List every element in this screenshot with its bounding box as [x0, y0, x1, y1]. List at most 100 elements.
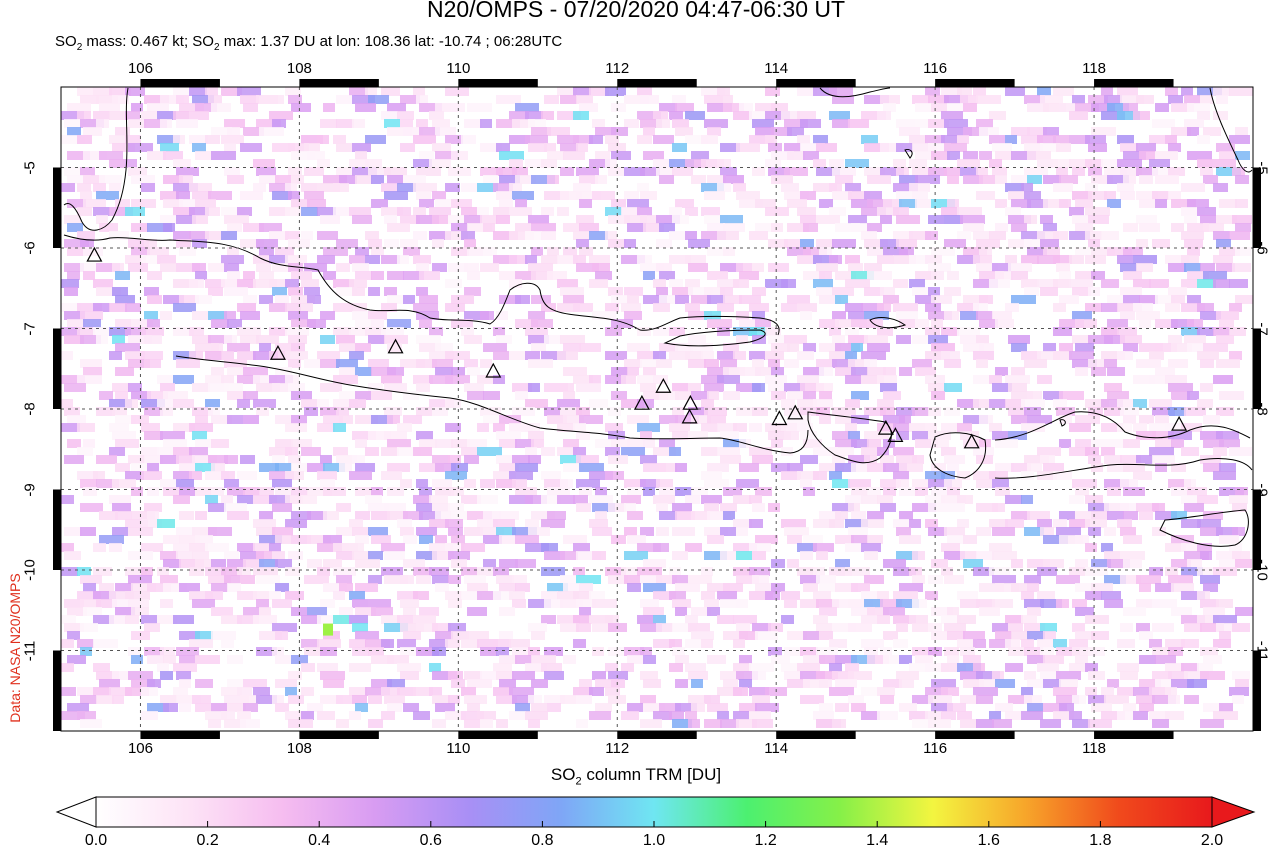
so2-pixel: [1053, 279, 1071, 288]
so2-pixel: [656, 623, 673, 632]
so2-pixel: [928, 695, 952, 704]
so2-pixel: [640, 479, 660, 488]
so2-pixel: [896, 623, 908, 632]
so2-pixel: [1136, 359, 1161, 368]
so2-pixel: [1171, 679, 1194, 688]
so2-pixel: [1005, 255, 1017, 264]
so2-pixel: [797, 111, 816, 120]
so2-pixel: [928, 143, 951, 152]
so2-pixel: [285, 711, 310, 720]
so2-pixel: [544, 647, 563, 656]
so2-pixel: [496, 191, 512, 200]
so2-pixel: [1021, 495, 1033, 504]
so2-pixel: [1024, 239, 1047, 248]
so2-pixel: [803, 487, 815, 496]
so2-pixel: [352, 287, 365, 296]
so2-pixel: [813, 711, 834, 720]
so2-pixel: [1117, 255, 1133, 264]
lat-tick-label-right: -5: [1253, 160, 1271, 175]
so2-pixel: [205, 543, 229, 552]
so2-pixel: [883, 391, 901, 400]
so2-pixel: [1037, 87, 1051, 96]
so2-pixel: [461, 567, 477, 576]
so2-pixel: [67, 439, 81, 448]
so2-pixel: [707, 319, 732, 328]
so2-pixel: [480, 143, 502, 152]
so2-pixel: [595, 679, 618, 688]
so2-pixel: [192, 143, 206, 152]
so2-pixel: [707, 415, 726, 424]
so2-pixel: [944, 287, 961, 296]
so2-pixel: [1101, 303, 1118, 312]
so2-pixel: [768, 647, 782, 656]
so2-pixel: [333, 327, 351, 336]
so2-pixel: [1216, 407, 1234, 416]
so2-pixel: [176, 119, 198, 128]
so2-pixel: [515, 439, 534, 448]
so2-pixel: [1229, 327, 1246, 336]
so2-pixel: [355, 343, 371, 352]
so2-pixel: [448, 215, 469, 224]
so2-pixel: [928, 647, 942, 656]
so2-pixel: [467, 583, 488, 592]
so2-pixel: [1011, 199, 1031, 208]
so2-pixel: [1200, 215, 1216, 224]
so2-pixel: [909, 255, 933, 264]
so2-pixel: [189, 207, 209, 216]
so2-pixel: [659, 103, 677, 112]
so2-pixel: [323, 103, 335, 112]
so2-pixel: [1101, 87, 1113, 96]
so2-pixel: [560, 455, 581, 464]
so2-pixel: [1037, 591, 1055, 600]
so2-pixel: [1069, 567, 1094, 576]
so2-pixel: [221, 231, 237, 240]
so2-pixel: [1107, 463, 1130, 472]
so2-pixel: [912, 455, 924, 464]
so2-pixel: [576, 575, 601, 584]
so2-pixel: [784, 167, 808, 176]
so2-pixel: [768, 359, 780, 368]
so2-pixel: [707, 103, 732, 112]
so2-pixel: [1235, 175, 1249, 184]
so2-pixel: [243, 391, 258, 400]
so2-pixel: [560, 575, 578, 584]
so2-pixel: [192, 455, 217, 464]
so2-pixel: [819, 463, 844, 472]
so2-pixel: [467, 511, 492, 520]
so2-pixel: [1005, 207, 1021, 216]
so2-pixel: [928, 311, 952, 320]
so2-pixel: [93, 687, 111, 696]
so2-pixel: [227, 223, 242, 232]
so2-pixel: [160, 311, 172, 320]
so2-pixel: [509, 639, 530, 648]
so2-pixel: [176, 239, 191, 248]
so2-pixel: [480, 215, 497, 224]
so2-pixel: [144, 647, 164, 656]
so2-pixel: [637, 615, 653, 624]
so2-pixel: [1027, 631, 1045, 640]
so2-pixel: [1117, 423, 1132, 432]
so2-pixel: [928, 479, 952, 488]
so2-pixel: [336, 527, 353, 536]
so2-pixel: [461, 327, 474, 336]
so2-pixel: [912, 647, 937, 656]
so2-pixel: [477, 519, 498, 528]
so2-pixel: [880, 287, 895, 296]
so2-pixel: [733, 615, 757, 624]
so2-pixel: [563, 463, 584, 472]
so2-pixel: [397, 519, 412, 528]
so2-pixel: [1037, 135, 1056, 144]
so2-pixel: [560, 383, 574, 392]
volcano-marker: [485, 362, 502, 378]
so2-pixel: [672, 575, 688, 584]
so2-pixel: [387, 343, 402, 352]
so2-pixel: [1171, 391, 1190, 400]
so2-pixel: [1123, 271, 1142, 280]
so2-pixel: [784, 335, 807, 344]
so2-pixel: [803, 439, 822, 448]
so2-pixel: [80, 191, 92, 200]
so2-pixel: [685, 159, 706, 168]
coastline-madura: [663, 329, 766, 347]
so2-pixel: [723, 631, 748, 640]
so2-pixel: [1184, 215, 1197, 224]
